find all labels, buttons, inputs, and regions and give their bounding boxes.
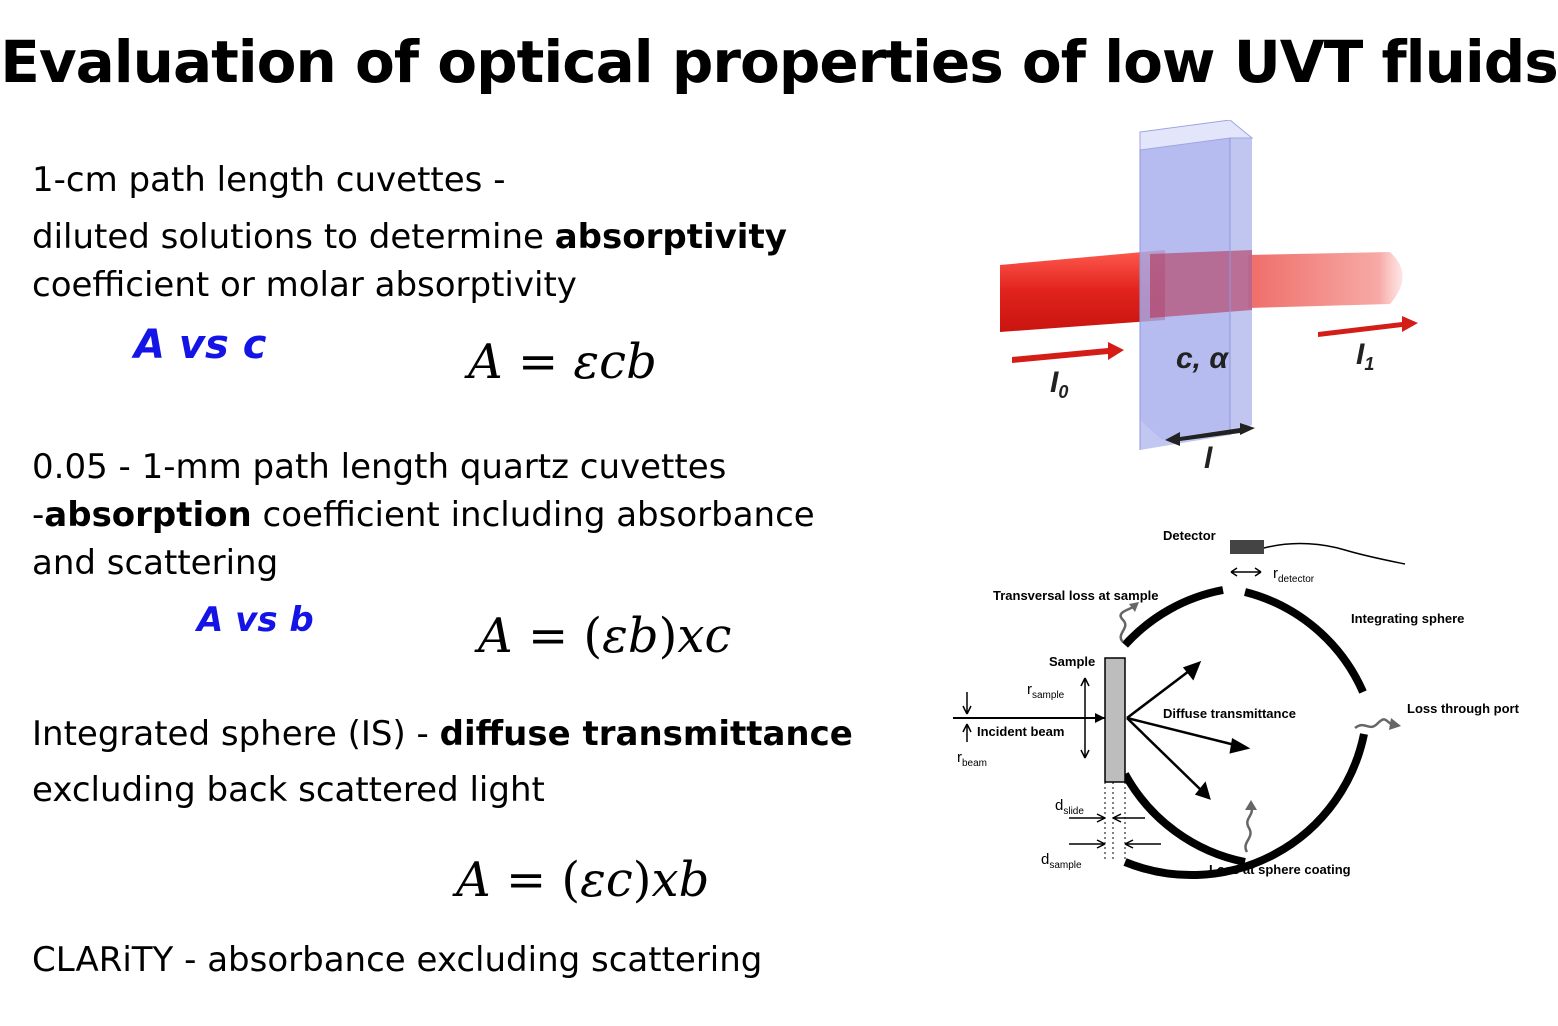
section3-line2: excluding back scattered light [32, 770, 545, 810]
label-l: l [1204, 442, 1213, 475]
label-i0: I0 [1050, 366, 1068, 402]
eq3-tail: xb [651, 852, 710, 908]
label-d-slide: dslide [1055, 797, 1084, 817]
sphere-ring [1122, 586, 1368, 880]
label-integrating-sphere: Integrating sphere [1351, 611, 1464, 626]
eq3-paren-close: ) [632, 852, 652, 908]
label-transversal-loss: Transversal loss at sample [993, 588, 1158, 603]
label-c-alpha: c, α [1176, 342, 1229, 375]
eq2-paren-close: ) [658, 608, 678, 664]
section4-line1: CLARiTY - absorbance excluding scatterin… [32, 940, 763, 980]
sample-slab [1104, 657, 1126, 783]
cuvette-figure: c, α I0 I1 l [1000, 120, 1418, 475]
section2-line1: 0.05 - 1-mm path length quartz cuvettes [32, 447, 727, 487]
eq3-equals: = [505, 852, 547, 908]
eq3-inner: εc [580, 852, 633, 908]
section1-relation: A vs c [134, 322, 267, 368]
diffuse-arrows [1126, 660, 1251, 800]
label-r-sample: rsample [1027, 681, 1065, 701]
beam-through [1150, 250, 1252, 318]
section1-equation: A = εcb [468, 334, 657, 390]
section3-line1-pre: Integrated sphere (IS) - [32, 714, 440, 754]
eq1-equals: = [517, 334, 559, 390]
section2-line3: and scattering [32, 543, 279, 583]
section3-line1: Integrated sphere (IS) - diffuse transmi… [32, 710, 853, 758]
eq2-equals: = [527, 608, 569, 664]
eq2-inner: εb [602, 608, 659, 664]
section1-line2: diluted solutions to determine absorptiv… [32, 213, 787, 261]
section2-line2-pre: - [32, 495, 45, 535]
label-loss-through-port: Loss through port [1407, 701, 1520, 716]
eq2-lhs: A [478, 608, 513, 664]
eq1-rhs: εcb [573, 334, 657, 390]
section1-line2-bold: absorptivity [554, 217, 787, 257]
beam-out [1248, 252, 1403, 308]
section3-equation: A = (εc)xb [456, 852, 709, 908]
detector-icon [1230, 540, 1264, 554]
beam-in [1000, 250, 1165, 332]
section2-line2: -absorption coefficient including absorb… [32, 491, 815, 539]
page-title: Evaluation of optical properties of low … [0, 28, 1558, 96]
label-i1: I1 [1356, 338, 1374, 374]
label-incident-beam: Incident beam [977, 724, 1064, 739]
eq1-lhs: A [468, 334, 503, 390]
section3-line1-bold: diffuse transmittance [439, 714, 853, 754]
label-diffuse-transmittance: Diffuse transmittance [1163, 706, 1296, 721]
arrow-i0 [1012, 342, 1124, 363]
section2-line2-bold: absorption [44, 495, 252, 535]
eq2-paren-open: ( [583, 608, 603, 664]
sphere-ring-lower-left [1121, 772, 1246, 866]
label-detector: Detector [1163, 528, 1216, 543]
section2-equation: A = (εb)xc [478, 608, 731, 664]
cuvette-top [1139, 120, 1254, 151]
arrow-i1 [1318, 316, 1418, 337]
arrow-l [1165, 423, 1255, 446]
label-r-detector: rdetector [1273, 565, 1315, 585]
section1-line1: 1-cm path length cuvettes - [32, 160, 506, 200]
section2-relation: A vs b [197, 600, 314, 640]
label-d-sample: dsample [1041, 851, 1082, 871]
section1-line2-text: diluted solutions to determine [32, 217, 555, 257]
section1-line3: coefficient or molar absorptivity [32, 265, 577, 305]
eq3-paren-open: ( [561, 852, 581, 908]
integrating-sphere-figure: Detector rdetector Transversal loss at s… [953, 528, 1520, 880]
eq2-tail: xc [677, 608, 732, 664]
eq3-lhs: A [456, 852, 491, 908]
label-loss-at-coating: Loss at sphere coating [1209, 862, 1351, 877]
section2-line2-post: coefficient including absorbance [251, 495, 815, 535]
label-sample: Sample [1049, 654, 1095, 669]
label-r-beam: rbeam [957, 749, 987, 769]
